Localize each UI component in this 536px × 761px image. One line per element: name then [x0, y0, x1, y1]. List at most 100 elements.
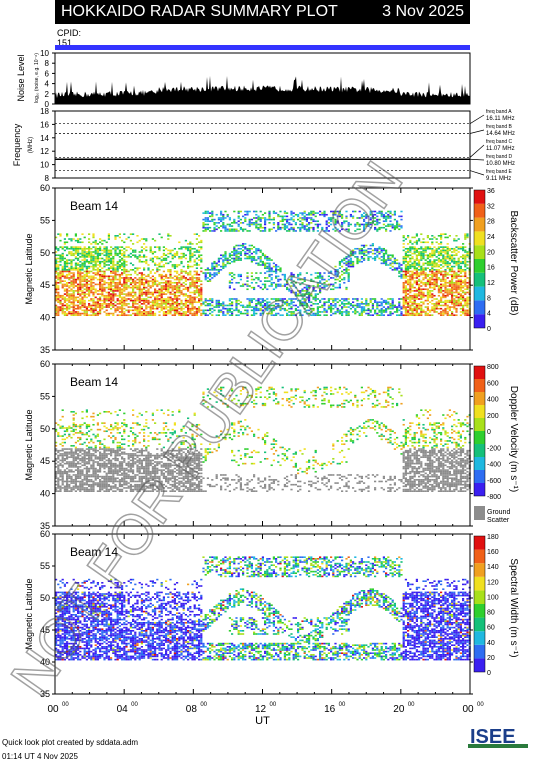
beam-label: Beam 14 — [70, 199, 118, 213]
lat-tick-label: 45 — [40, 456, 50, 466]
frequency-band-leader — [469, 129, 485, 134]
colorbar-frame — [473, 535, 486, 673]
colorbar-segment — [474, 405, 485, 418]
colorbar-frame — [473, 189, 486, 329]
colorbar-tick-label: 200 — [487, 413, 499, 420]
colorbar-tick-label: 100 — [487, 594, 499, 601]
scatter-label: Scatter — [487, 517, 510, 524]
colorbar-tick-label: 60 — [487, 625, 495, 632]
footer-line2: 01:14 UT 4 Nov 2025 — [2, 752, 78, 761]
logo-text: ISEE — [470, 726, 516, 748]
ground-label: Ground — [487, 509, 510, 516]
plot-title: HOKKAIDO RADAR SUMMARY PLOT — [61, 3, 338, 20]
cpid-value: 151 — [57, 38, 73, 48]
colorbar-frame — [473, 365, 486, 497]
colorbar-segment — [474, 631, 485, 645]
colorbar-segment — [474, 418, 485, 431]
panel-width — [52, 533, 473, 695]
colorbar-segment — [474, 300, 485, 315]
colorbar-segment — [474, 217, 485, 232]
ut-xlabel: UT — [255, 715, 270, 727]
colorbar-tick-label: 4 — [487, 311, 491, 318]
ground-scatter-swatch — [474, 506, 485, 520]
frequency-band-value: 9.11 MHz — [486, 176, 511, 182]
beam-label: Beam 14 — [70, 375, 118, 389]
plot-date: 3 Nov 2025 — [382, 3, 464, 20]
noise-tick-label: 4 — [45, 80, 50, 89]
colorbar-segment — [474, 431, 485, 444]
colorbar-segment — [474, 576, 485, 591]
frequency-tick-label: 14 — [40, 134, 49, 143]
colorbar-label: Spectral Width (m s⁻¹) — [508, 558, 519, 657]
ut-tick-sup: 00 — [339, 702, 346, 708]
frequency-unit: (MHz) — [28, 137, 34, 153]
lat-tick-label: 50 — [40, 424, 50, 434]
colorbar-tick-label: 24 — [487, 234, 495, 241]
noise-tick-label: 6 — [45, 69, 50, 78]
colorbar-tick-label: 16 — [487, 265, 495, 272]
colorbar-tick-label: 0 — [487, 429, 491, 436]
colorbar-segment — [474, 392, 485, 405]
ut-tick-sup: 00 — [200, 702, 207, 708]
lat-tick-label: 55 — [40, 215, 50, 225]
colorbar-segment — [474, 245, 485, 259]
noise-tick-label: 2 — [45, 90, 50, 99]
colorbar-tick-label: 160 — [487, 549, 499, 556]
colorbar-tick-label: 80 — [487, 610, 495, 617]
isee-logo: ISEE — [468, 726, 528, 748]
lat-tick-label: 40 — [40, 489, 50, 499]
lat-tick-label: 55 — [40, 391, 50, 401]
lat-tick-label: 40 — [40, 313, 50, 323]
ut-tick-label: 00 — [462, 704, 474, 715]
colorbar-tick-label: -600 — [487, 478, 501, 485]
colorbar-segment — [474, 314, 485, 328]
noise-tick-label: 10 — [40, 49, 49, 58]
noise-sublabel: log₁₀ (noise, e.g. 10⁻⁶) — [34, 53, 40, 103]
lat-tick-label: 45 — [40, 625, 50, 635]
colorbar-segment — [474, 259, 485, 273]
colorbar-segment — [474, 536, 485, 550]
colorbar-tick-label: -200 — [487, 445, 501, 452]
colorbar-segment — [474, 563, 485, 577]
colorbar-tick-label: 36 — [487, 188, 495, 195]
colorbar-segment — [474, 457, 485, 470]
lat-tick-label: 35 — [40, 521, 50, 531]
colorbar-tick-label: 800 — [487, 364, 499, 371]
colorbar-segment — [474, 549, 485, 564]
ut-tick-sup: 00 — [270, 702, 277, 708]
colorbar-segment — [474, 617, 485, 632]
lat-tick-label: 40 — [40, 657, 50, 667]
colorbar-tick-label: 20 — [487, 655, 495, 662]
ut-tick-label: 16 — [324, 704, 336, 715]
frequency-band-value: 16.11 MHz — [486, 116, 515, 122]
colorbar-tick-label: 8 — [487, 295, 491, 302]
colorbar-tick-label: 32 — [487, 203, 495, 210]
ut-tick-label: 04 — [117, 704, 129, 715]
lat-tick-label: 55 — [40, 561, 50, 571]
ut-tick-sup: 00 — [408, 702, 415, 708]
colorbar-segment — [474, 444, 485, 457]
colorbar-tick-label: -800 — [487, 494, 501, 501]
frequency-band-label: freq band B — [486, 124, 513, 130]
ut-tick-sup: 00 — [131, 702, 138, 708]
colorbar-tick-label: 12 — [487, 280, 495, 287]
cpid-title: CPID: — [57, 28, 82, 38]
panel-velocity — [52, 363, 473, 527]
frequency-tick-label: 8 — [45, 174, 50, 183]
frequency-tick-label: 16 — [40, 120, 49, 129]
colorbar-tick-label: 600 — [487, 380, 499, 387]
cpid-label: CPID: 151 — [57, 28, 81, 48]
colorbar-segment — [474, 590, 485, 604]
colorbar-label: Doppler Velocity (m s⁻¹) — [508, 386, 519, 492]
frequency-band-leader — [469, 158, 485, 161]
colorbar-tick-label: -400 — [487, 462, 501, 469]
frequency-band-label: freq band C — [486, 139, 513, 145]
lat-ylabel: Magnetic Latitude — [24, 409, 34, 480]
footer-line1: Quick look plot created by sddata.adm — [2, 738, 139, 747]
noise-tick-label: 0 — [45, 100, 50, 109]
colorbar-segment — [474, 231, 485, 246]
frequency-band-label: freq band D — [486, 154, 513, 160]
colorbar-tick-label: 400 — [487, 397, 499, 404]
colorbar-tick-label: 28 — [487, 219, 495, 226]
